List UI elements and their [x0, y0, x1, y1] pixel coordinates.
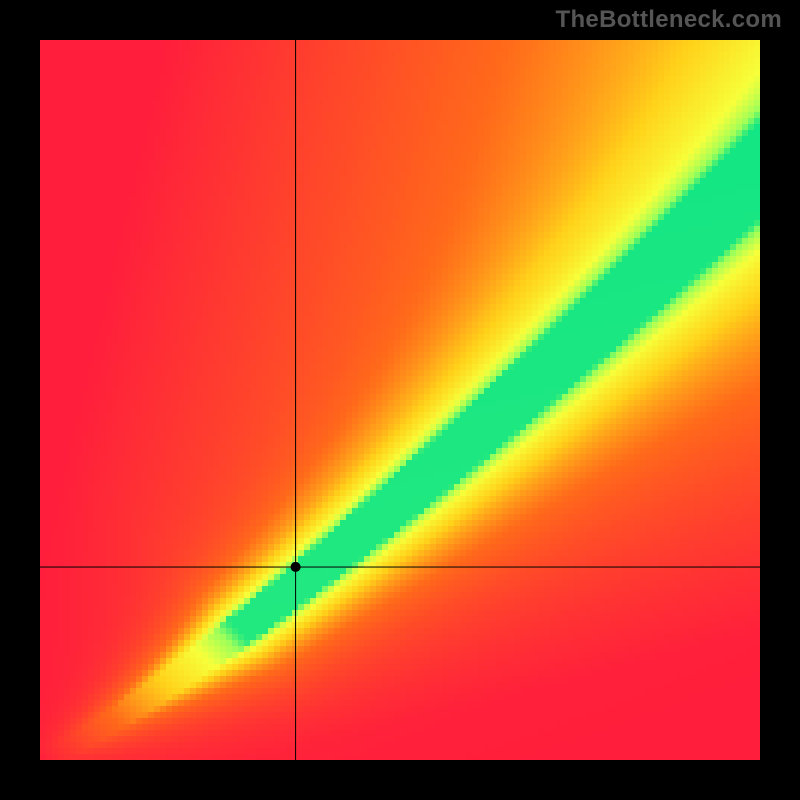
- bottleneck-heatmap: [40, 40, 760, 760]
- watermark-text: TheBottleneck.com: [556, 6, 782, 34]
- heatmap-canvas: [40, 40, 760, 760]
- chart-frame: TheBottleneck.com: [0, 0, 800, 800]
